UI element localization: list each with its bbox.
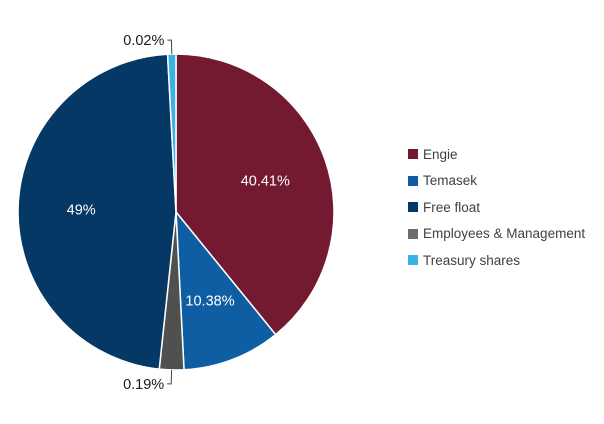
legend-item-temasek[interactable]: Temasek — [408, 168, 585, 195]
legend-swatch — [408, 202, 418, 213]
pie-slice-free-float[interactable] — [17, 53, 177, 370]
leader-line — [167, 39, 173, 55]
legend-swatch — [408, 228, 418, 239]
data-label-treasury-shares: 0.02% — [123, 33, 164, 49]
data-label-free-float: 49% — [67, 203, 96, 219]
data-label-temasek: 10.38% — [185, 294, 234, 310]
data-label-employees-management: 0.19% — [123, 377, 164, 393]
leader-line — [167, 369, 173, 385]
legend-swatch — [408, 255, 418, 266]
legend-label: Engie — [423, 146, 458, 162]
data-label-engie: 40.41% — [241, 173, 290, 189]
legend-swatch — [408, 149, 418, 160]
pie-slice-engie[interactable] — [175, 53, 335, 336]
pie-slice-temasek[interactable] — [175, 209, 277, 371]
legend-label: Employees & Management — [423, 226, 586, 242]
legend-label: Temasek — [423, 173, 478, 189]
legend-item-engie[interactable]: Engie — [408, 141, 585, 168]
legend-label: Free float — [423, 199, 481, 215]
chart-legend: Engie Temasek Free float Employees & Man… — [408, 141, 585, 274]
legend-item-treasury-shares[interactable]: Treasury shares — [408, 247, 585, 274]
legend-item-employees-management[interactable]: Employees & Management — [408, 221, 585, 248]
legend-swatch — [408, 175, 418, 186]
legend-item-free-float[interactable]: Free float — [408, 194, 585, 221]
legend-label: Treasury shares — [423, 252, 521, 268]
